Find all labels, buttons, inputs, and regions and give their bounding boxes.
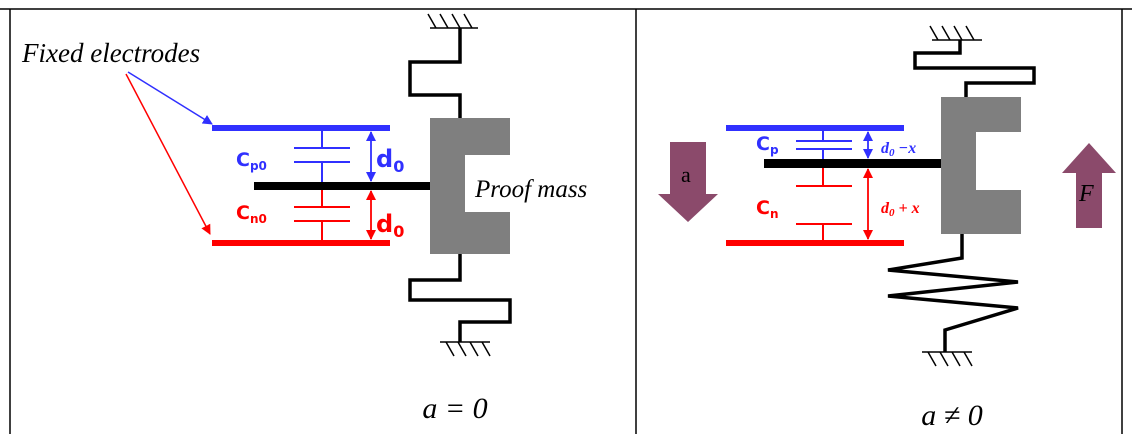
condition-label-left: a = 0 (422, 392, 487, 425)
capacitor-bottom-symbol-right (796, 168, 852, 240)
spring-bottom-right (887, 234, 1019, 352)
gap-bottom-label: d0 (376, 210, 404, 241)
left-panel: Fixed electrodes Cp0 Cn0 (21, 13, 587, 425)
cap-bottom-label-right: Cn (756, 197, 779, 221)
proof-mass-label: Proof mass (474, 176, 587, 203)
bottom-fixed-electrode-right (726, 240, 904, 246)
force-arrow-label: F (1078, 181, 1094, 207)
gap-top-label: d0 (376, 145, 404, 176)
capacitor-bottom-symbol (294, 190, 350, 240)
cap-top-label-right: Cp (756, 133, 779, 157)
gap-bottom-label-right: d0 + x (881, 200, 920, 219)
frame (0, 8, 1132, 434)
anchor-bottom-icon (440, 341, 491, 357)
spring-top-right (913, 40, 1036, 97)
top-fixed-electrode-right (726, 125, 904, 131)
callout-line-bottom (125, 73, 211, 235)
acceleration-arrow (658, 142, 718, 222)
anchor-top-icon-right (929, 25, 982, 41)
condition-label-right: a ≠ 0 (921, 399, 982, 432)
right-panel: a F Cp Cn (658, 25, 1116, 432)
top-fixed-electrode (212, 125, 390, 131)
spring-bottom (408, 254, 512, 342)
callout-line-top (127, 71, 213, 125)
fixed-electrodes-label: Fixed electrodes (21, 38, 200, 68)
spring-top (408, 28, 462, 118)
capacitor-top-symbol (294, 131, 350, 182)
bottom-fixed-electrode (212, 240, 390, 246)
anchor-top-icon (427, 13, 478, 29)
cap-top-label: Cp0 (236, 149, 267, 173)
acceleration-arrow-label: a (681, 162, 691, 187)
moving-electrode (254, 182, 432, 190)
capacitor-top-symbol-right (796, 131, 852, 159)
proof-mass (430, 118, 510, 254)
force-arrow (1062, 143, 1116, 228)
moving-electrode-right (764, 159, 942, 168)
proof-mass-right (941, 97, 1021, 234)
cap-bottom-label: Cn0 (236, 202, 267, 226)
gap-top-label-right: d0 −x (881, 140, 916, 159)
anchor-bottom-icon-right (922, 351, 973, 367)
